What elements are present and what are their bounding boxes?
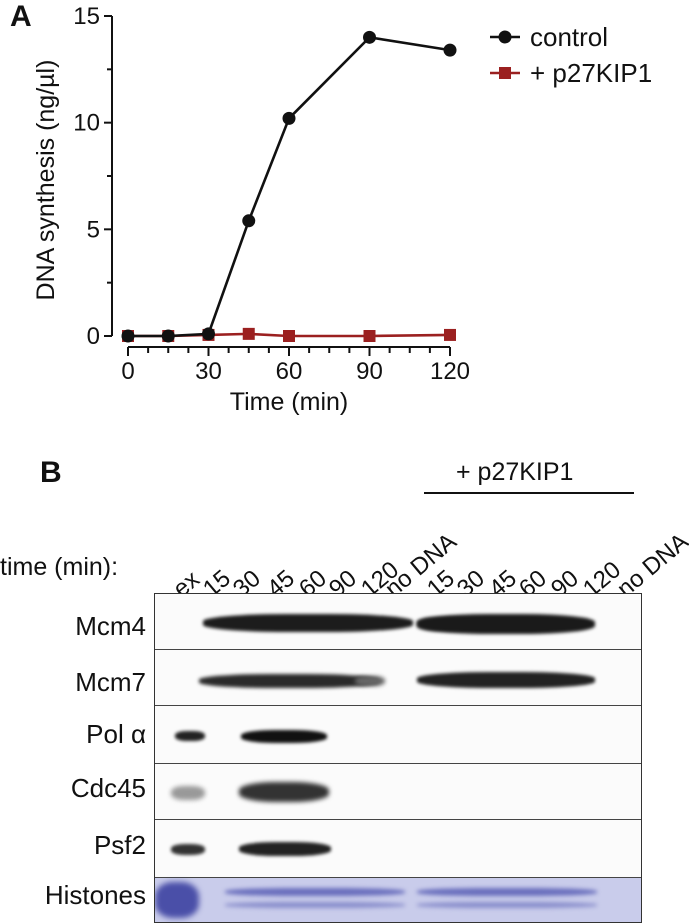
data-point (282, 111, 296, 125)
legend-marker (499, 67, 511, 79)
x-tick-label: 90 (356, 358, 383, 385)
western-blot-image (154, 593, 642, 923)
data-point (121, 329, 135, 343)
blot-band (355, 676, 385, 686)
chart-axes: 0 5 10 15 0 30 60 90 120 Time (min) DNA synthesis … (32, 3, 470, 416)
blot-row-cdc45 (155, 764, 641, 820)
data-point (283, 330, 295, 342)
data-point (161, 329, 175, 343)
blot-band (171, 786, 205, 800)
blot-band (225, 902, 405, 908)
blot-band (225, 888, 405, 896)
legend-label: + p27KIP1 (530, 58, 652, 88)
y-axis-label: DNA synthesis (ng/µl) (32, 60, 60, 301)
chart-legend: control + p27KIP1 (490, 22, 652, 88)
data-point (242, 327, 255, 340)
blot-row-mcm4 (155, 594, 641, 650)
blot-row-pol-alpha (155, 706, 641, 764)
legend-label: control (530, 22, 608, 52)
x-tick-label: 0 (121, 358, 134, 385)
blot-row-histones (155, 878, 641, 922)
blot-band (175, 731, 205, 741)
time-label: time (min): (0, 553, 119, 581)
row-label: Psf2 (93, 830, 146, 860)
row-label: Pol α (86, 719, 146, 749)
blot-band (171, 844, 205, 855)
line-chart: 0 5 10 15 0 30 60 90 120 Time (min) DNA synthesis … (32, 3, 652, 416)
blot-row-psf2 (155, 820, 641, 878)
y-tick-label: 15 (73, 3, 100, 30)
panel-b-label: B (40, 456, 62, 489)
blot-band (155, 882, 199, 918)
chart-marks (121, 30, 457, 343)
data-point (444, 328, 456, 341)
x-tick-label: 120 (430, 358, 470, 385)
y-tick-label: 5 (87, 216, 100, 243)
data-point (202, 327, 215, 341)
blot-band (241, 730, 327, 743)
row-label: Mcm4 (75, 611, 146, 641)
series-line (128, 35, 451, 338)
group-label: + p27KIP1 (456, 458, 574, 486)
data-point (242, 214, 256, 228)
group-bracket-line (424, 492, 634, 494)
x-tick-label: 60 (276, 358, 303, 385)
row-label: Histones (44, 880, 146, 910)
blot-band (417, 902, 597, 908)
data-point (443, 43, 457, 57)
data-point (363, 330, 376, 342)
data-point (363, 30, 376, 44)
blot-row-mcm7 (155, 650, 641, 706)
blot-band (417, 888, 597, 896)
blot-band (203, 614, 413, 632)
blot-band (239, 842, 331, 856)
y-tick-label: 10 (73, 110, 100, 137)
blot-band (417, 672, 595, 688)
panel-a-label: A (10, 0, 32, 33)
x-tick-label: 30 (195, 358, 222, 385)
blot-band (417, 614, 595, 634)
y-tick-label: 0 (87, 323, 100, 350)
legend-marker (498, 30, 512, 44)
row-label: Mcm7 (75, 667, 146, 697)
row-label: Cdc45 (70, 773, 146, 803)
blot-band (239, 782, 329, 802)
blot-band (199, 674, 379, 688)
x-axis-label: Time (min) (230, 388, 349, 416)
